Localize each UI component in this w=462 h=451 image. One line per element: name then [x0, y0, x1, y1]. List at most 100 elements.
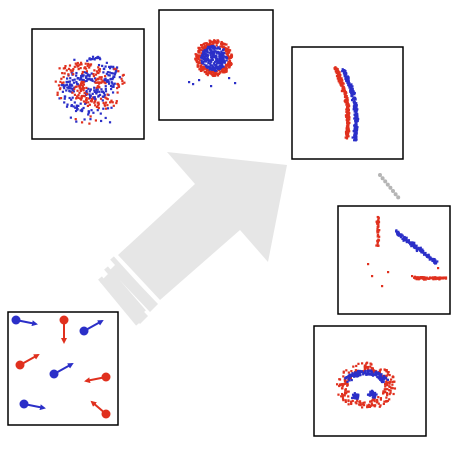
scatter-point — [360, 362, 364, 365]
scatter-point — [76, 95, 79, 98]
scatter-point — [209, 52, 212, 55]
scatter-point — [344, 96, 347, 99]
scatter-point — [202, 65, 206, 69]
scatter-point — [343, 378, 346, 381]
scatter-point — [342, 85, 345, 89]
scatter-point — [106, 104, 109, 107]
scatter-point — [108, 71, 111, 74]
scatter-point — [86, 59, 89, 62]
scatter-point — [345, 115, 348, 119]
scatter-point — [101, 64, 104, 67]
scatter-point — [424, 252, 427, 255]
scatter-point — [225, 43, 228, 46]
scatter-point — [117, 70, 120, 73]
scatter-point — [210, 85, 213, 88]
scatter-point — [385, 374, 388, 377]
scatter-point — [63, 87, 66, 90]
scatter-point — [115, 70, 118, 73]
scatter-point — [418, 277, 422, 280]
scatter-point — [93, 86, 96, 89]
scatter-point — [364, 364, 367, 367]
scatter-point — [380, 380, 384, 384]
scatter-point — [78, 78, 81, 81]
scatter-point — [65, 69, 68, 72]
scatter-point — [73, 101, 76, 104]
scatter-point — [110, 87, 113, 91]
scatter-point — [389, 389, 392, 392]
scatter-point — [100, 88, 103, 91]
scatter-point — [216, 39, 220, 42]
scatter-point — [226, 50, 230, 53]
scatter-point — [389, 378, 393, 381]
scatter-point — [212, 55, 215, 59]
scatter-point — [369, 393, 372, 396]
scatter-point — [348, 374, 351, 378]
scatter-point — [379, 378, 382, 382]
scatter-point — [340, 80, 343, 84]
scatter-point — [343, 92, 346, 96]
scatter-point — [198, 79, 201, 82]
scatter-point — [432, 278, 435, 281]
scatter-point — [118, 76, 121, 79]
scatter-point — [64, 64, 67, 68]
scatter-point — [345, 73, 348, 76]
scatter-point — [104, 85, 107, 88]
scatter-point — [97, 78, 100, 81]
scatter-point — [443, 276, 446, 279]
scatter-point — [431, 276, 434, 280]
scatter-point — [388, 380, 392, 383]
scatter-point — [79, 97, 82, 100]
scatter-point — [72, 105, 75, 108]
scatter-point — [344, 114, 348, 117]
scatter-point — [351, 94, 354, 98]
scatter-point — [382, 402, 385, 406]
scatter-point — [211, 74, 214, 77]
scatter-point — [382, 377, 385, 381]
scatter-point — [347, 81, 350, 84]
scatter-point — [104, 101, 108, 104]
scatter-point — [391, 380, 394, 384]
scatter-point — [384, 368, 387, 372]
scatter-point — [56, 93, 59, 96]
scatter-point — [350, 92, 353, 95]
scatter-point — [437, 277, 440, 280]
scatter-point — [106, 71, 110, 74]
scatter-point — [213, 47, 216, 50]
scatter-point — [85, 97, 88, 100]
scatter-point — [95, 105, 98, 109]
scatter-point — [384, 376, 388, 379]
scatter-point — [347, 121, 350, 125]
scatter-point — [350, 370, 353, 373]
scatter-point — [369, 404, 372, 407]
scatter-point — [94, 104, 97, 107]
scatter-point — [122, 73, 125, 77]
connector-dot — [383, 179, 388, 184]
scatter-point — [91, 79, 94, 82]
scatter-point — [100, 76, 103, 79]
scatter-point — [347, 108, 350, 111]
scatter-point — [74, 109, 78, 113]
scatter-point — [367, 403, 371, 406]
scatter-point — [103, 79, 107, 82]
scatter-point — [121, 79, 124, 83]
scatter-point — [75, 63, 78, 66]
scatter-point — [353, 107, 356, 110]
scatter-point — [219, 64, 222, 67]
scatter-point — [98, 93, 102, 96]
scatter-point — [203, 67, 206, 70]
scatter-point — [417, 277, 420, 280]
scatter-point — [382, 380, 385, 384]
scatter-point — [92, 73, 95, 76]
scatter-point — [88, 75, 91, 78]
scatter-point — [344, 400, 347, 404]
scatter-point — [219, 59, 222, 63]
scatter-point — [398, 233, 401, 236]
scatter-point — [377, 373, 380, 376]
scatter-point — [211, 64, 214, 67]
scatter-point — [412, 244, 415, 247]
scatter-point — [351, 396, 354, 399]
scatter-point — [349, 375, 352, 378]
scatter-point — [60, 77, 63, 80]
scatter-point — [82, 100, 86, 103]
scatter-point — [217, 72, 221, 76]
